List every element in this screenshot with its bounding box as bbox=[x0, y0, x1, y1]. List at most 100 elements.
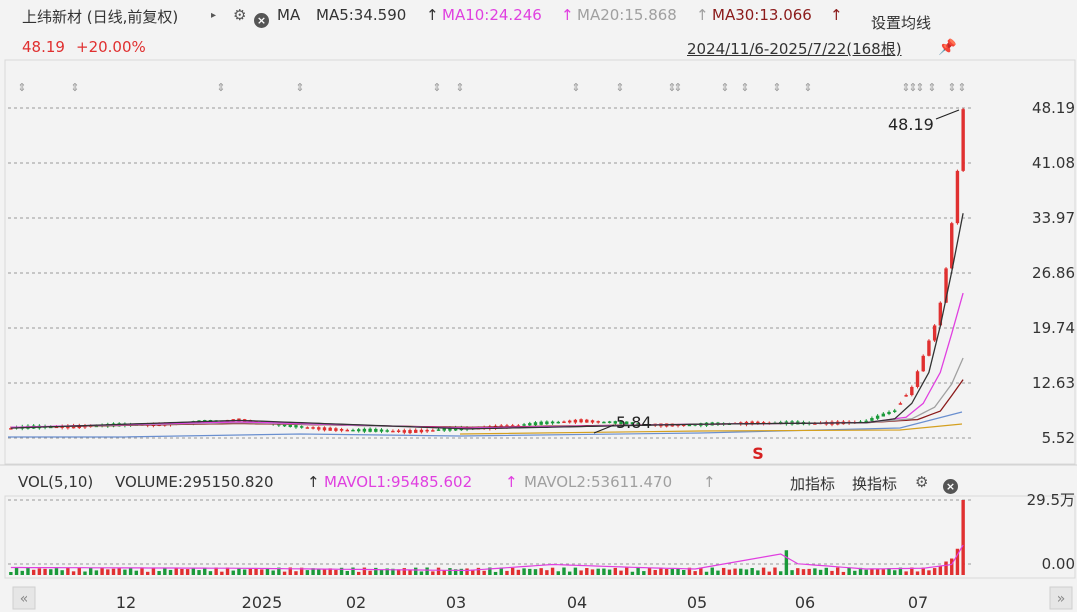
volume-bar bbox=[647, 567, 652, 575]
volume-bar bbox=[385, 568, 389, 575]
volume-bar bbox=[117, 568, 121, 575]
volume-bar bbox=[71, 571, 76, 575]
candle-body bbox=[334, 428, 338, 431]
candle-body bbox=[368, 428, 372, 432]
candle-body bbox=[630, 422, 635, 425]
candle-body bbox=[813, 423, 817, 425]
candle-body bbox=[414, 429, 418, 433]
add-indicator-button[interactable]: 加指标 bbox=[790, 475, 836, 493]
volume-bar bbox=[505, 570, 509, 575]
volume-bar bbox=[277, 567, 281, 575]
volume-bar bbox=[453, 569, 458, 575]
volume-bar bbox=[619, 570, 623, 575]
volume-bar bbox=[807, 568, 811, 575]
event-marker: ⇕ bbox=[615, 81, 624, 94]
event-marker: ⇕ bbox=[455, 81, 464, 94]
volume-bar bbox=[847, 567, 851, 575]
volume-bar bbox=[351, 567, 355, 575]
volume-bar bbox=[168, 569, 173, 575]
candle-body bbox=[356, 429, 361, 432]
candle-body bbox=[442, 428, 446, 431]
price-tick-label: 48.19 bbox=[1032, 99, 1075, 117]
volume-bar bbox=[37, 568, 42, 575]
candle-body bbox=[625, 421, 629, 425]
volume-bar bbox=[585, 568, 589, 575]
candle-body bbox=[875, 415, 880, 419]
gear-icon[interactable]: ⚙ bbox=[233, 6, 247, 24]
event-marker: ⇕ bbox=[927, 81, 936, 94]
volume-bar bbox=[904, 571, 908, 575]
volume-bar bbox=[54, 568, 59, 575]
candle-body bbox=[322, 427, 327, 431]
stock-title[interactable]: 上纬新材 (日线,前复权) bbox=[22, 8, 179, 26]
volume-bar bbox=[242, 569, 247, 575]
volume-bar bbox=[60, 570, 64, 575]
candle-body bbox=[533, 422, 538, 426]
ma30-arrow: ↑ bbox=[830, 6, 843, 24]
volume-bar bbox=[510, 567, 515, 575]
ma10-arrow: ↑ bbox=[561, 6, 574, 24]
volume-bar bbox=[414, 567, 418, 575]
volume-bar bbox=[864, 569, 868, 575]
gear-icon[interactable]: ⚙ bbox=[915, 473, 929, 491]
volume-bar bbox=[516, 569, 521, 575]
volume-bar bbox=[562, 567, 566, 575]
chart-header: 上纬新材 (日线,前复权) ▸ ⚙ × MA MA5:34.590 ↑ MA10… bbox=[22, 6, 932, 32]
event-marker: ⇕ bbox=[803, 81, 812, 94]
volume-bar bbox=[208, 571, 213, 575]
scroll-left-button[interactable] bbox=[12, 586, 36, 610]
volume-bar bbox=[391, 568, 395, 575]
x-tick-label: 07 bbox=[908, 593, 928, 612]
candle-body bbox=[522, 424, 526, 426]
volume-bar bbox=[858, 567, 863, 575]
date-range[interactable]: 2024/11/6-2025/7/22(168根) bbox=[687, 40, 902, 58]
volume-bar bbox=[459, 568, 464, 575]
volume-bar bbox=[140, 567, 144, 575]
volume-bar bbox=[716, 570, 720, 575]
candle-body bbox=[311, 427, 315, 429]
volume-bar bbox=[265, 567, 270, 575]
pin-icon[interactable]: 📌 bbox=[938, 38, 957, 56]
volume-bar bbox=[944, 561, 948, 575]
vol-title: VOL(5,10) bbox=[18, 473, 94, 491]
volume-bar bbox=[687, 567, 692, 575]
event-marker: ⇕ bbox=[571, 81, 580, 94]
volume-bar bbox=[773, 567, 777, 575]
volume-bar bbox=[88, 567, 93, 575]
candle-body bbox=[898, 403, 903, 405]
candle-body bbox=[921, 355, 925, 372]
volume-bar bbox=[49, 569, 53, 575]
candle-body bbox=[927, 340, 931, 356]
candle-body bbox=[339, 429, 344, 431]
volume-bar bbox=[328, 568, 332, 575]
volume-bar bbox=[556, 571, 560, 575]
change-percent: +20.00% bbox=[76, 38, 146, 56]
volume-bar bbox=[915, 571, 920, 575]
volume-bar bbox=[146, 571, 150, 575]
x-tick-label: 2025 bbox=[242, 593, 283, 612]
volume-bar bbox=[721, 567, 726, 575]
volume-bar bbox=[841, 571, 846, 575]
candle-body bbox=[904, 395, 908, 397]
volume-bar bbox=[237, 567, 241, 575]
volume-bar bbox=[106, 569, 110, 575]
event-marker: ⇕ bbox=[772, 81, 781, 94]
candle-body bbox=[682, 424, 686, 427]
candle-body bbox=[550, 421, 555, 424]
volume-bar bbox=[875, 568, 880, 575]
volume-bar bbox=[488, 567, 492, 575]
volume-bar bbox=[134, 570, 139, 575]
ma10-line bbox=[10, 292, 964, 429]
scroll-right-button[interactable] bbox=[1049, 586, 1073, 610]
candle-body bbox=[579, 419, 583, 423]
event-marker: ⇕ bbox=[667, 81, 676, 94]
volume-bar bbox=[197, 570, 201, 575]
candle-body bbox=[567, 420, 572, 423]
expand-arrow-icon[interactable]: ▸ bbox=[211, 10, 217, 21]
switch-indicator-button[interactable]: 换指标 bbox=[852, 475, 898, 493]
volume-bar bbox=[664, 569, 669, 575]
volume-bar bbox=[813, 568, 817, 575]
volume-bar bbox=[733, 568, 737, 575]
candle-body bbox=[436, 429, 441, 431]
